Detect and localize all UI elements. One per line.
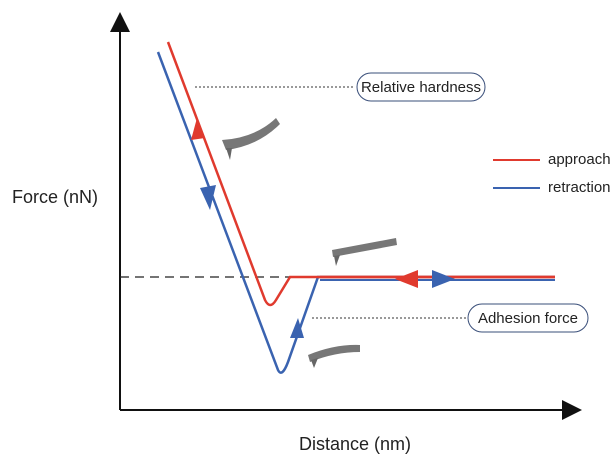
arrow: [191, 118, 205, 140]
y-axis-label: Force (nN): [12, 187, 98, 207]
legend-label: retraction: [548, 179, 611, 196]
diagram: Force (nN) Distance (nm) Relative hardne…: [0, 0, 615, 462]
cantilever: [222, 118, 280, 150]
arrow: [432, 270, 455, 288]
legend-label: approach: [548, 151, 611, 168]
annotation: Relative hardness: [361, 79, 481, 96]
annotation: Adhesion force: [478, 310, 578, 327]
arrow: [395, 270, 418, 288]
cantilever-tip: [334, 255, 340, 266]
cantilever: [332, 238, 397, 257]
cantilever-tip: [226, 148, 232, 160]
x-axis-label: Distance (nm): [299, 434, 411, 454]
